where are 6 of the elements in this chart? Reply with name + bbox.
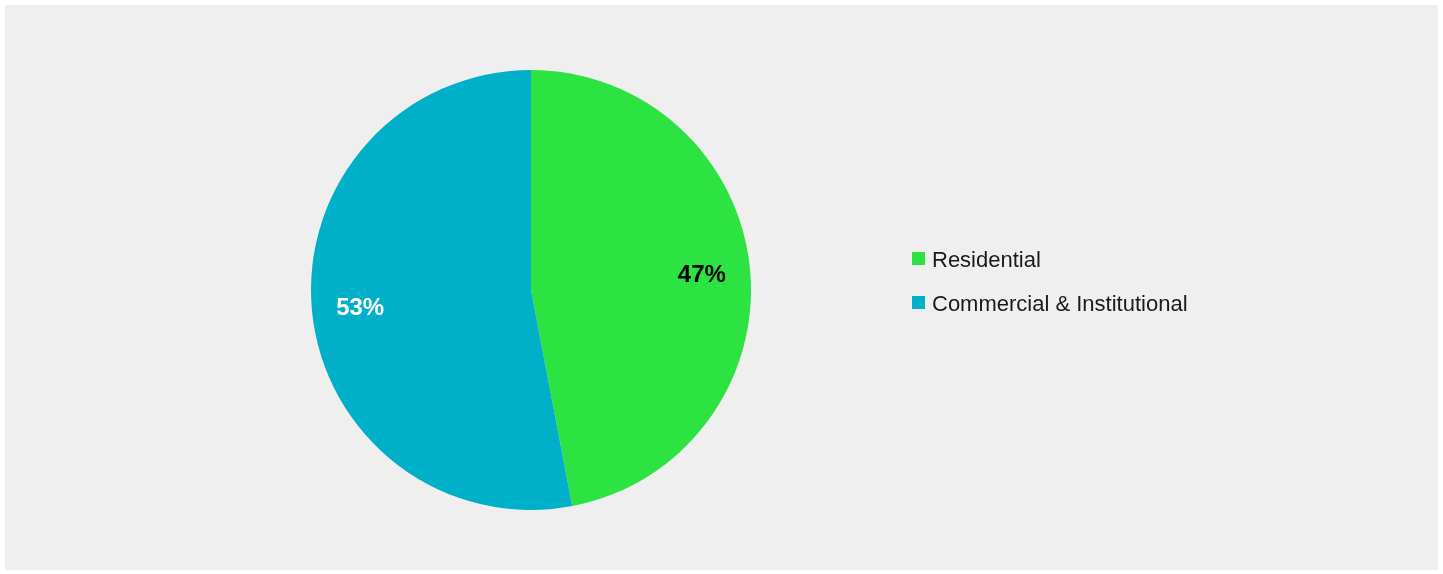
data-label: 53% bbox=[336, 292, 385, 320]
pie-slice bbox=[311, 70, 573, 510]
legend-label: Residential bbox=[932, 246, 1041, 272]
pie-slice bbox=[531, 70, 751, 507]
legend-label: Commercial & Institutional bbox=[932, 290, 1188, 316]
data-label: 47% bbox=[677, 260, 726, 288]
